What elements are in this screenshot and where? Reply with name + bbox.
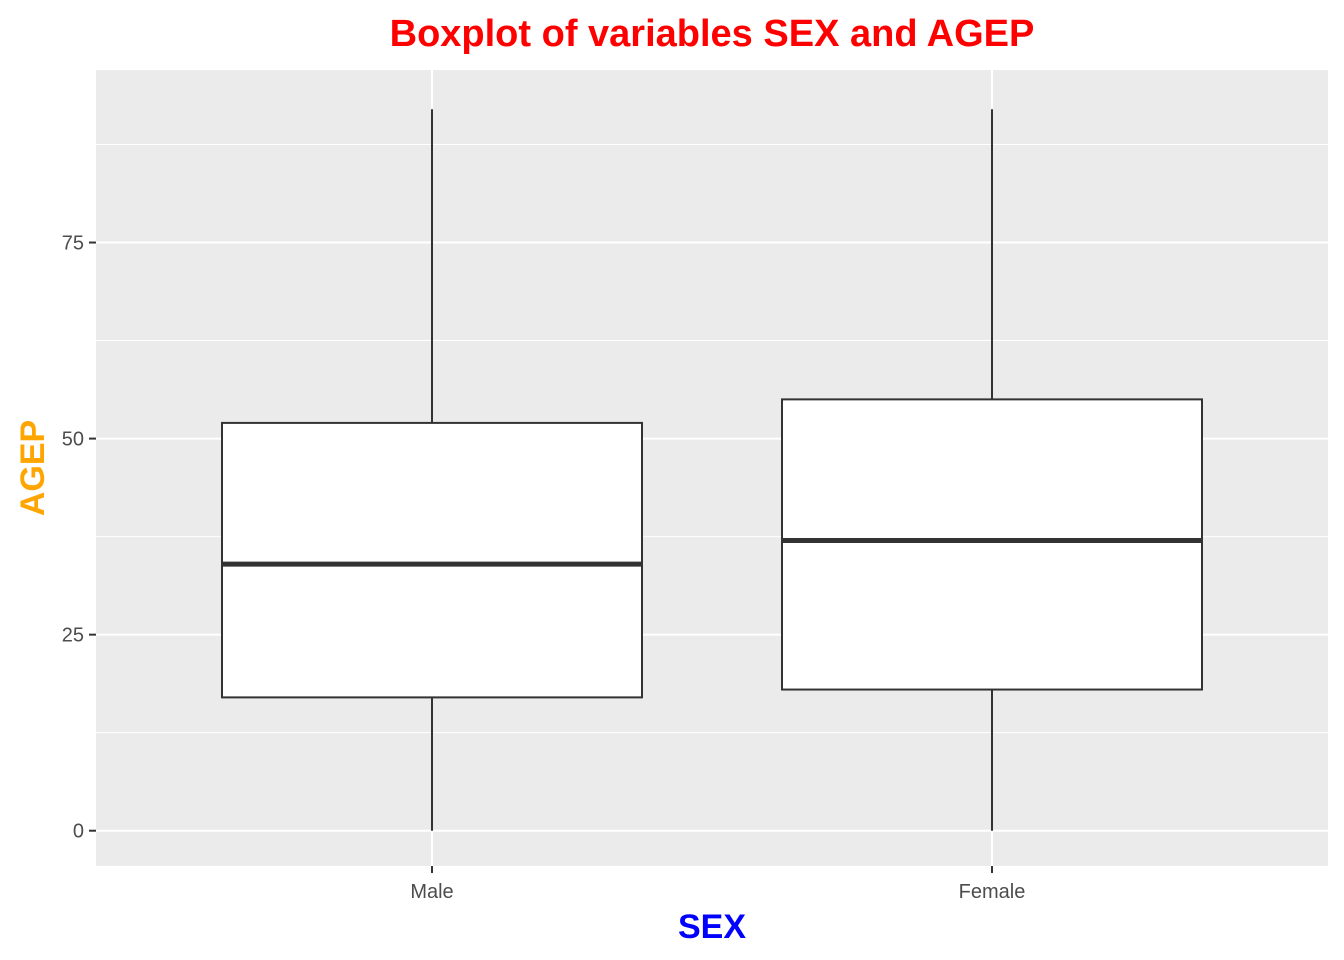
box-female	[781, 109, 1203, 831]
y-tick-label: 25	[62, 625, 84, 647]
x-axis-title: SEX	[678, 908, 746, 946]
y-tick-label: 75	[62, 233, 84, 255]
chart-title: Boxplot of variables SEX and AGEP	[390, 13, 1035, 55]
x-tick-label: Male	[410, 881, 453, 903]
y-axis-title: AGEP	[14, 420, 52, 516]
iqr-box	[221, 421, 643, 699]
boxes	[221, 109, 1203, 831]
x-tick-label: Female	[959, 881, 1026, 903]
x-axis: Male Female	[410, 866, 1025, 903]
y-tick-label: 0	[73, 821, 84, 843]
iqr-box	[781, 398, 1203, 691]
y-axis: 0 25 50 75	[62, 233, 96, 843]
y-tick-label: 50	[62, 429, 84, 451]
box-male	[221, 109, 643, 831]
